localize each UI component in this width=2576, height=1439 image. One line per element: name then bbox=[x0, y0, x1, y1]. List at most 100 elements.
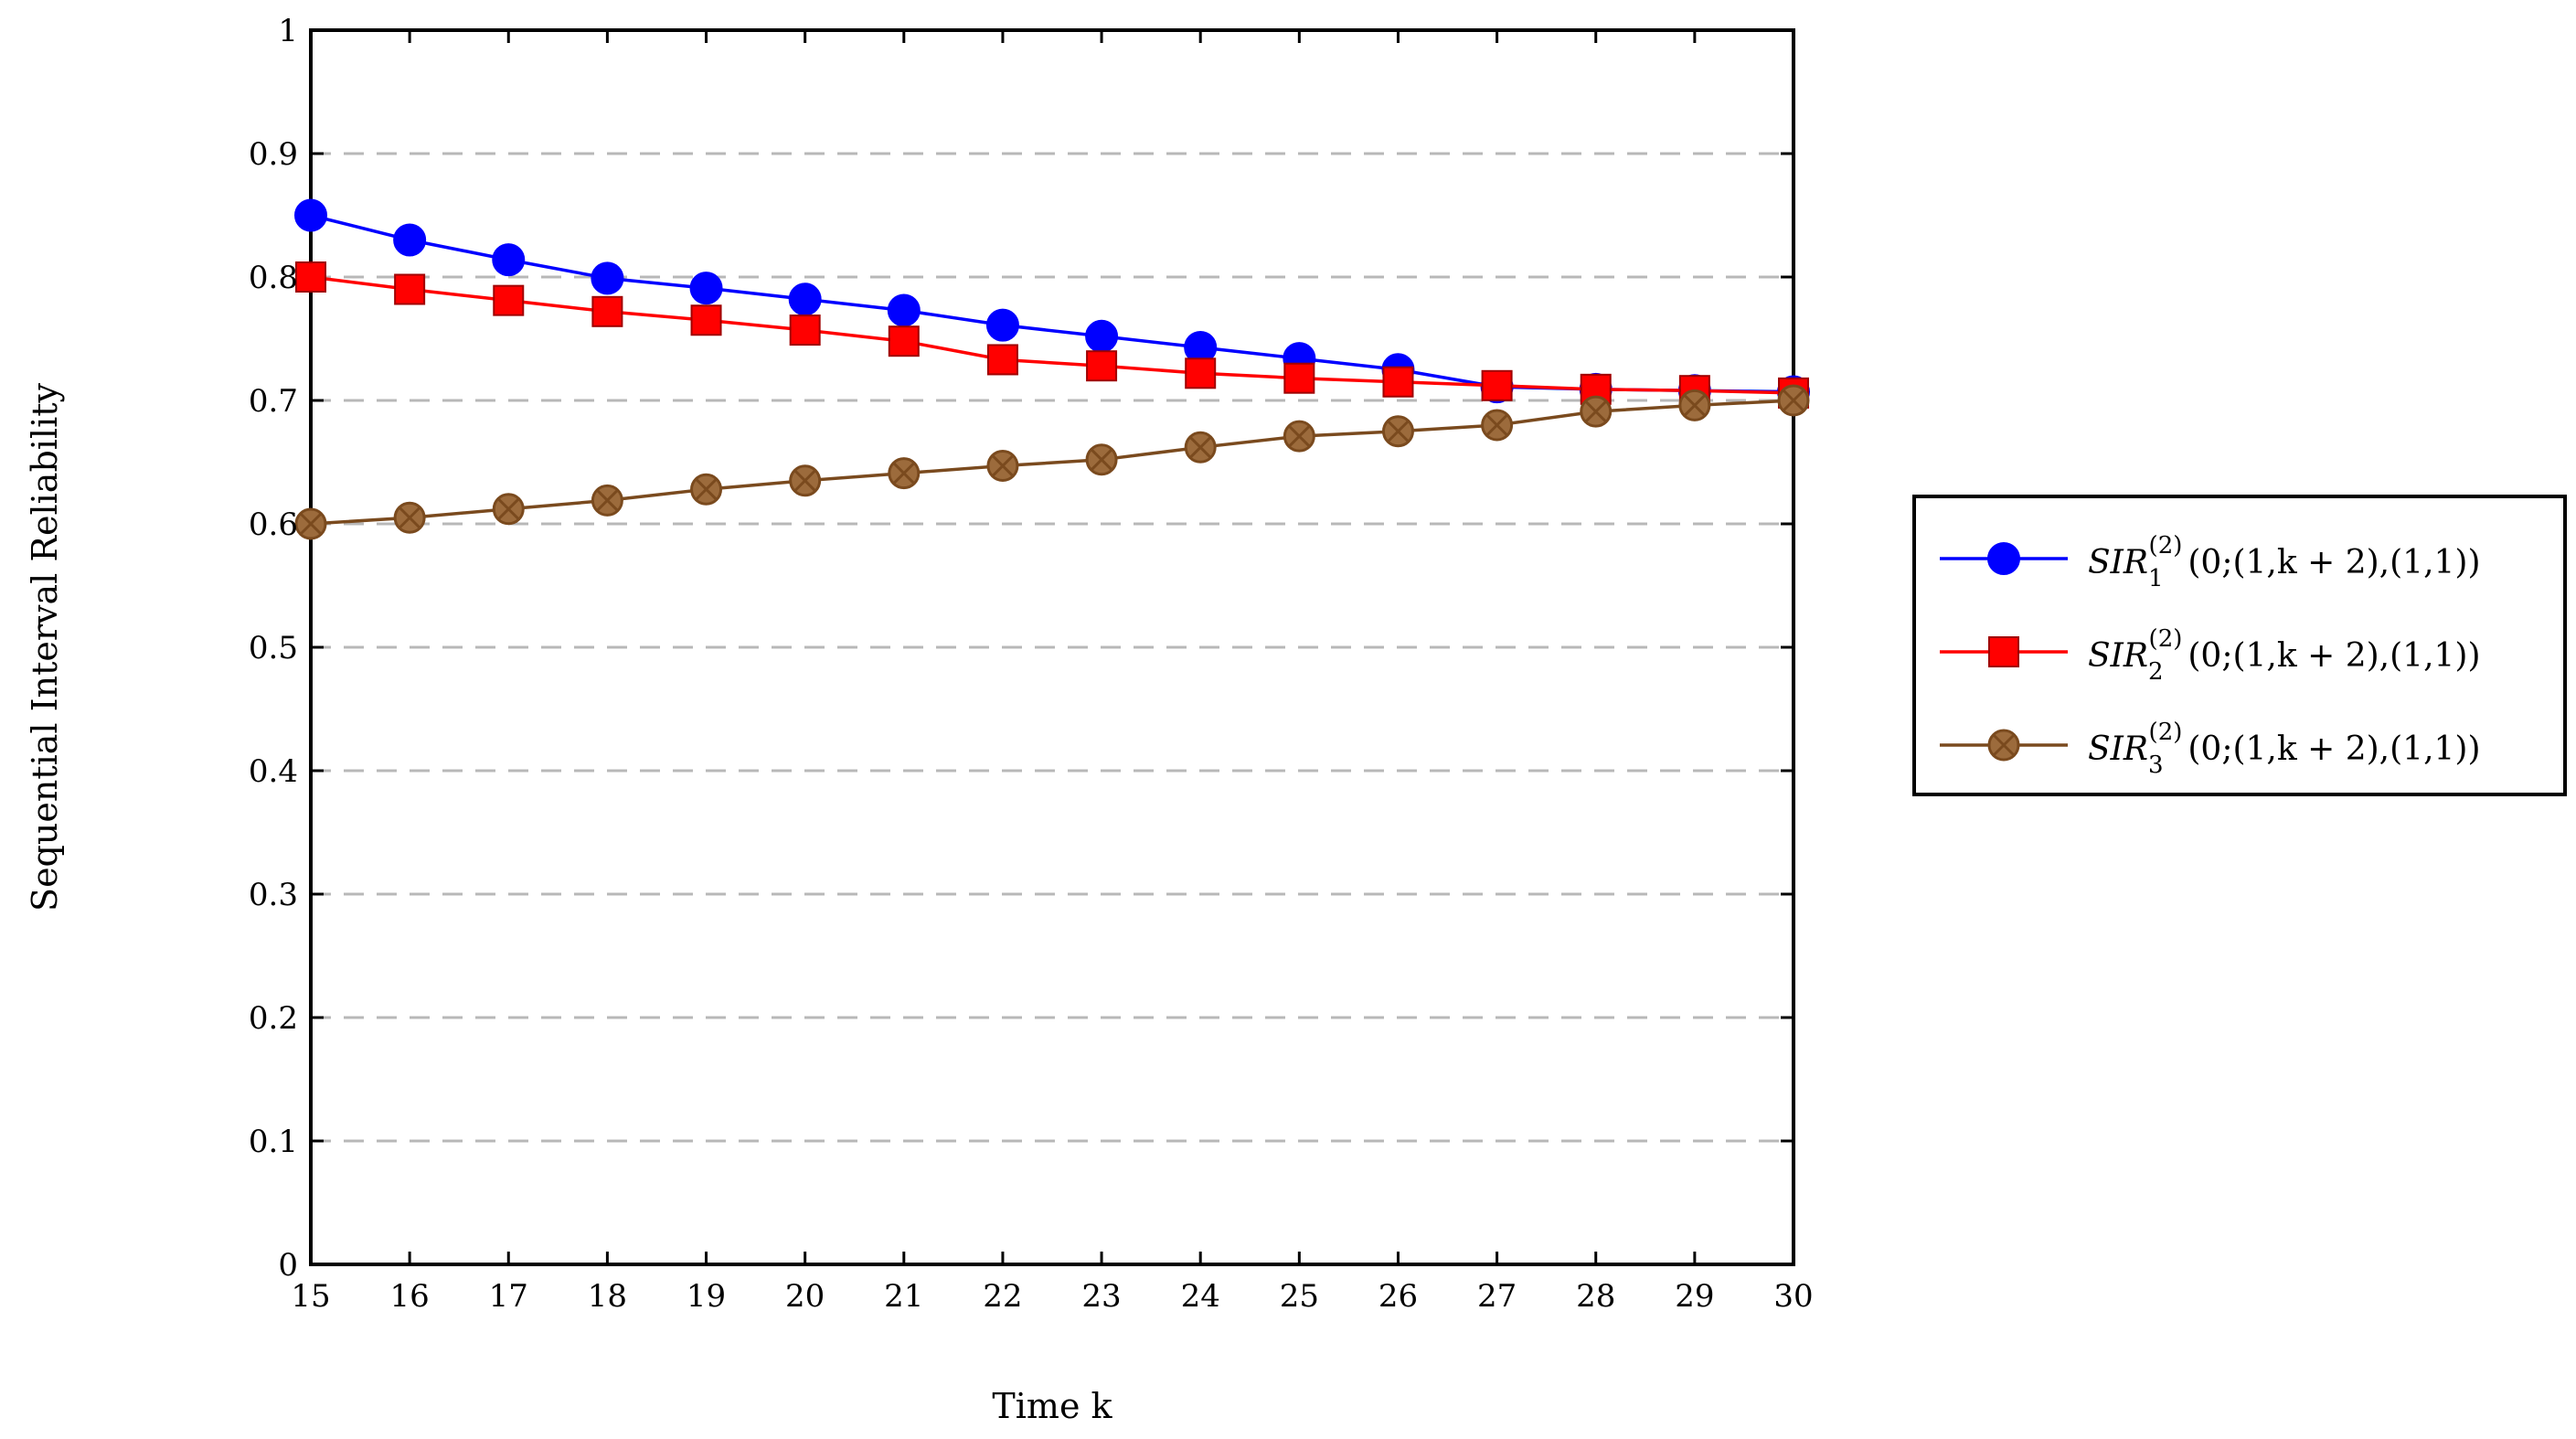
data-point bbox=[690, 473, 723, 506]
legend-entry-2: SIR2(2) (0;(1,k + 2),(1,1)) bbox=[1940, 625, 2481, 686]
data-point bbox=[492, 493, 525, 526]
series-2 bbox=[295, 261, 1809, 409]
data-point bbox=[985, 308, 1019, 342]
x-tick-label: 15 bbox=[291, 1278, 330, 1315]
legend-label: SIR1(2) (0;(1,k + 2),(1,1)) bbox=[2088, 532, 2481, 592]
x-tick-label: 23 bbox=[1081, 1278, 1121, 1315]
y-tick-label: 0.4 bbox=[249, 753, 298, 790]
data-point bbox=[888, 325, 920, 357]
x-tick-label: 18 bbox=[588, 1278, 627, 1315]
legend-label: SIR2(2) (0;(1,k + 2),(1,1)) bbox=[2088, 625, 2481, 686]
data-point bbox=[1580, 395, 1613, 428]
data-point bbox=[1381, 415, 1414, 448]
legend-entries: SIR1(2) (0;(1,k + 2),(1,1)) SIR2(2) (0;(1,k… bbox=[1940, 532, 2481, 779]
legend-marker bbox=[1988, 636, 2019, 667]
y-tick-label: 0.9 bbox=[249, 136, 298, 173]
data-point bbox=[986, 450, 1019, 483]
y-tick-label: 0 bbox=[278, 1247, 298, 1284]
data-point bbox=[1382, 366, 1414, 398]
tick-labels: 0 0.1 0.2 0.3 0.4 0.5 0.6 0.7 0.8 0.9 1 15 16 17 18 19 2… bbox=[249, 13, 1814, 1315]
x-tick-label: 19 bbox=[687, 1278, 726, 1315]
x-tick-label: 25 bbox=[1280, 1278, 1319, 1315]
legend-entry-1: SIR1(2) (0;(1,k + 2),(1,1)) bbox=[1940, 532, 2481, 592]
marker-cross bbox=[1091, 448, 1113, 471]
data-point bbox=[1086, 350, 1118, 382]
marker-cross bbox=[1584, 400, 1607, 423]
y-tick-label: 0.2 bbox=[249, 1000, 298, 1037]
x-tick-label: 20 bbox=[785, 1278, 825, 1315]
data-point bbox=[1283, 420, 1315, 453]
marker-cross bbox=[1189, 436, 1212, 459]
legend-marker bbox=[1987, 542, 2020, 575]
x-axis-label: Time k bbox=[992, 1386, 1112, 1426]
y-tick-label: 0.7 bbox=[249, 383, 298, 420]
data-point bbox=[1283, 362, 1315, 394]
legend: SIR1(2) (0;(1,k + 2),(1,1)) SIR2(2) (0;(1,k… bbox=[1912, 495, 2567, 796]
data-point bbox=[689, 272, 723, 305]
data-point bbox=[789, 464, 822, 497]
data-point bbox=[492, 243, 526, 277]
x-tick-label: 16 bbox=[390, 1278, 430, 1315]
marker-cross bbox=[991, 454, 1014, 477]
x-tick-label: 29 bbox=[1675, 1278, 1714, 1315]
y-tick-label: 0.1 bbox=[249, 1124, 298, 1160]
data-point bbox=[1185, 357, 1217, 389]
y-tick-label: 0.5 bbox=[249, 630, 298, 666]
data-point bbox=[1085, 443, 1118, 476]
series-layer bbox=[294, 198, 1810, 540]
data-point bbox=[393, 223, 427, 257]
y-tick-label: 0.6 bbox=[249, 506, 298, 543]
marker-cross bbox=[892, 462, 915, 485]
legend-entry-3: SIR3(2) (0;(1,k + 2),(1,1)) bbox=[1940, 719, 2481, 779]
data-point bbox=[887, 293, 921, 327]
x-tick-label: 27 bbox=[1477, 1278, 1517, 1315]
marker-cross bbox=[793, 469, 816, 492]
data-point bbox=[1481, 409, 1514, 442]
data-point bbox=[1777, 384, 1810, 417]
data-point bbox=[888, 457, 921, 490]
marker-cross bbox=[299, 512, 323, 536]
x-tick-label: 24 bbox=[1181, 1278, 1220, 1315]
x-tick-label: 28 bbox=[1576, 1278, 1615, 1315]
data-point bbox=[294, 507, 327, 540]
data-point bbox=[294, 198, 327, 232]
data-point bbox=[986, 344, 1018, 376]
data-point bbox=[394, 273, 426, 305]
data-point bbox=[591, 295, 623, 327]
series-line bbox=[310, 399, 1794, 526]
data-point bbox=[789, 314, 821, 346]
y-axis-label: Sequential Interval Reliability bbox=[25, 383, 65, 911]
x-tick-label: 21 bbox=[884, 1278, 923, 1315]
data-point bbox=[1184, 431, 1217, 464]
marker-cross bbox=[399, 506, 421, 529]
x-tick-label: 22 bbox=[983, 1278, 1022, 1315]
data-point bbox=[1481, 369, 1513, 401]
data-point bbox=[493, 284, 525, 316]
legend-marker bbox=[1987, 729, 2020, 762]
marker-cross bbox=[1485, 413, 1508, 437]
data-point bbox=[295, 261, 326, 293]
data-point bbox=[591, 261, 624, 295]
marker-cross bbox=[497, 497, 520, 520]
marker-cross bbox=[695, 478, 718, 501]
x-tick-label: 30 bbox=[1773, 1278, 1813, 1315]
series-3 bbox=[294, 384, 1810, 540]
data-point bbox=[1678, 389, 1711, 421]
series-line bbox=[310, 275, 1794, 395]
marker-cross bbox=[1992, 733, 2016, 757]
marker-cross bbox=[1782, 389, 1805, 412]
y-tick-label: 0.8 bbox=[249, 260, 298, 296]
x-tick-label: 26 bbox=[1378, 1278, 1418, 1315]
data-point bbox=[1085, 319, 1119, 353]
data-point bbox=[690, 304, 722, 336]
grid-lines bbox=[311, 152, 1794, 1143]
data-point bbox=[591, 484, 623, 517]
y-tick-label: 1 bbox=[278, 13, 298, 49]
x-tick-label: 17 bbox=[489, 1278, 528, 1315]
data-point bbox=[393, 501, 426, 534]
y-tick-label: 0.3 bbox=[249, 877, 298, 913]
data-point bbox=[788, 282, 822, 316]
marker-cross bbox=[1387, 420, 1410, 442]
marker-cross bbox=[1288, 425, 1311, 448]
